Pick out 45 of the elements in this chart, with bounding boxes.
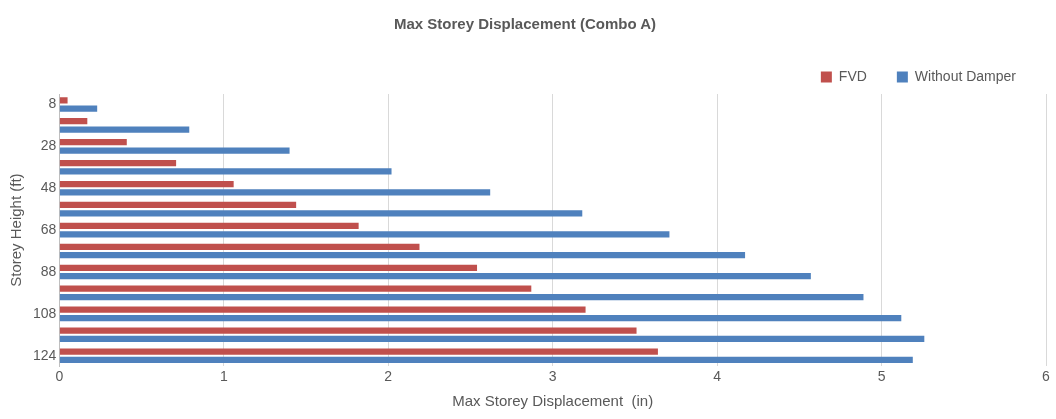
y-axis-title: Storey Height (ft) <box>7 173 25 287</box>
y-tick-label: 28 <box>40 137 57 154</box>
y-tick-label: 8 <box>48 95 57 112</box>
bar <box>59 273 811 280</box>
y-tick-label: 48 <box>40 179 57 196</box>
chart-title: Max Storey Displacement (Combo A) <box>394 15 656 33</box>
bar <box>59 97 68 104</box>
bar <box>59 285 532 292</box>
bar <box>59 126 190 133</box>
bar <box>59 189 491 196</box>
y-tick-label: 88 <box>40 262 57 279</box>
y-tick-label: 124 <box>33 346 57 363</box>
bar <box>59 335 925 343</box>
bar <box>59 210 583 217</box>
bar <box>59 231 670 238</box>
bar <box>59 264 478 271</box>
x-tick-label: 1 <box>219 368 228 385</box>
bar <box>59 314 902 322</box>
bar <box>59 348 658 355</box>
x-tick-label: 5 <box>877 368 886 385</box>
bar <box>59 105 98 112</box>
bar <box>59 327 637 334</box>
x-axis-title: Max Storey Displacement (in) <box>452 392 654 410</box>
bar <box>59 306 586 313</box>
y-tick-label: 68 <box>40 220 57 237</box>
bar <box>59 139 127 146</box>
bar <box>59 356 913 364</box>
bar <box>59 243 420 250</box>
x-tick-label: 6 <box>1042 368 1051 385</box>
bar <box>59 293 864 301</box>
bar <box>59 147 290 154</box>
bar <box>59 180 234 188</box>
x-tick-label: 2 <box>384 368 393 385</box>
y-tick-label: 108 <box>33 304 57 321</box>
bar <box>59 222 359 230</box>
bar <box>59 159 177 167</box>
bar <box>59 168 392 175</box>
x-tick-label: 0 <box>55 368 64 385</box>
x-tick-label: 4 <box>713 368 722 385</box>
legend-label: FVD <box>838 67 867 84</box>
x-tick-label: 3 <box>548 368 557 385</box>
bar <box>59 118 88 125</box>
legend-label: Without Damper <box>914 67 1017 84</box>
bar <box>59 252 746 259</box>
bar <box>59 201 297 209</box>
